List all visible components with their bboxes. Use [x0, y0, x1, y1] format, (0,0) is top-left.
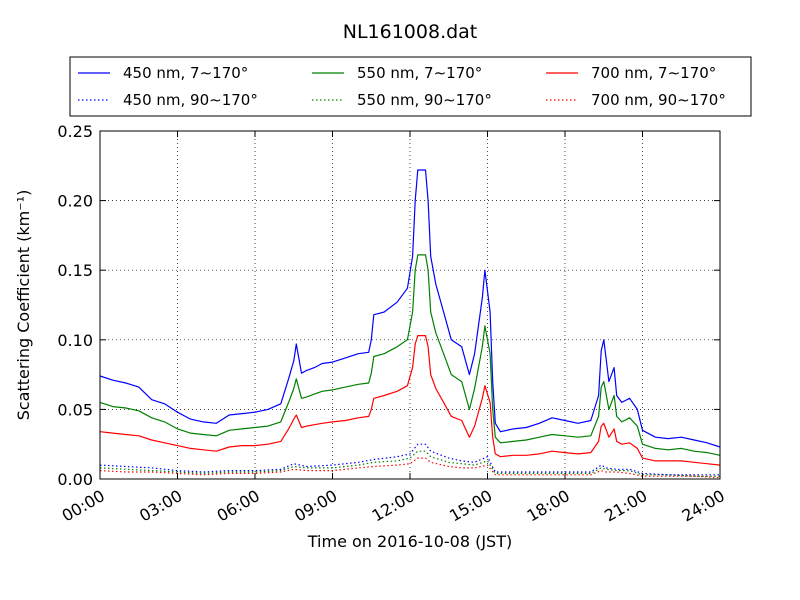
x-axis: 00:00 03:00 06:00 09:00 12:00 15:00 18:00 21:00…: [59, 131, 728, 526]
y-tick-label: 0.20: [57, 192, 93, 211]
series-line: [99, 457, 721, 479]
legend-label: 450 nm, 7∼170°: [123, 64, 248, 82]
y-tick-label: 0.25: [57, 122, 93, 141]
y-tick-label: 0.15: [57, 261, 93, 280]
y-tick-label: 0.00: [57, 470, 93, 489]
legend-label: 700 nm, 7∼170°: [591, 64, 716, 82]
y-axis: 0.00 0.05 0.10 0.15 0.20 0.25: [57, 122, 720, 489]
x-tick-label: 24:00: [679, 486, 728, 526]
legend: 450 nm, 7∼170° 550 nm, 7∼170° 700 nm, 7∼17…: [69, 56, 752, 117]
legend-label: 700 nm, 90∼170°: [591, 91, 726, 109]
x-tick-label: 00:00: [59, 486, 108, 526]
y-tick-label: 0.10: [57, 331, 93, 350]
series-line: [99, 450, 720, 477]
x-axis-label: Time on 2016-10-08 (JST): [307, 532, 512, 551]
x-tick-label: 09:00: [291, 486, 340, 526]
series-line: [99, 169, 721, 448]
legend-label: 550 nm, 7∼170°: [357, 64, 482, 82]
x-tick-label: 03:00: [136, 486, 185, 526]
y-axis-label: Scattering Coefficient (km⁻¹): [14, 190, 33, 421]
x-tick-label: 06:00: [214, 486, 263, 526]
grid: [100, 131, 720, 479]
x-tick-label: 15:00: [446, 486, 495, 526]
legend-label: 550 nm, 90∼170°: [357, 91, 492, 109]
x-tick-label: 18:00: [524, 486, 573, 526]
series-line: [99, 335, 721, 466]
legend-box: [69, 56, 752, 117]
x-tick-label: 12:00: [369, 486, 418, 526]
series-lines: [99, 169, 721, 479]
x-tick-label: 21:00: [601, 486, 650, 526]
y-tick-label: 0.05: [57, 400, 93, 419]
series-line: [99, 254, 721, 456]
legend-label: 450 nm, 90∼170°: [123, 91, 258, 109]
chart-title: NL161008.dat: [343, 21, 478, 43]
